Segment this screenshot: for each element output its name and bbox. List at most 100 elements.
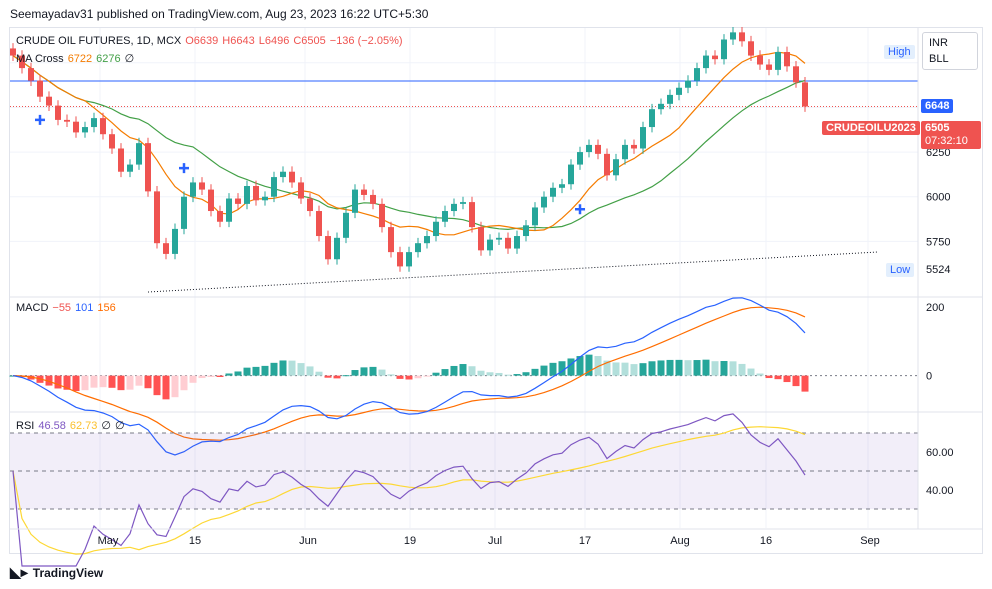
footer-brand[interactable]: ◣▸ TradingView (10, 564, 103, 581)
candle-body (271, 177, 277, 197)
candle-body (631, 144, 637, 149)
candle-body (505, 237, 511, 249)
macd-hist-bar (135, 375, 143, 386)
macd-hist-bar (315, 371, 323, 376)
macd-hist-bar (297, 363, 305, 376)
macd-hist-bar (450, 365, 458, 376)
unit-label: BLL (929, 53, 949, 65)
currency-label: INR (929, 37, 948, 49)
candle-body (775, 52, 781, 70)
macd-hist-bar (180, 375, 188, 391)
candle-body (253, 186, 259, 201)
candle-body (109, 134, 115, 149)
visibility-icon[interactable]: ∅ (115, 420, 125, 432)
macd-hist-bar (306, 366, 314, 376)
macd-hist-bar (144, 375, 152, 389)
macd-pane (9, 297, 918, 456)
visibility-icon[interactable]: ∅ (124, 53, 135, 65)
macd-hist-bar (261, 365, 269, 376)
macd-hist-bar (774, 375, 782, 380)
candle-body (739, 32, 745, 42)
macd-hist-bar (765, 375, 773, 379)
candle-body (721, 39, 727, 60)
candle-body (442, 211, 448, 222)
candle-body (766, 64, 772, 70)
candle-body (694, 68, 700, 81)
rsi-value: 46.58 (38, 420, 66, 432)
macd-hist-bar (369, 366, 377, 376)
candle-body (127, 164, 133, 172)
candle-body (10, 48, 16, 56)
candle-body (640, 127, 646, 149)
candle-body (370, 194, 376, 204)
slow-ma-line (12, 55, 806, 231)
price-tick-label: 5750 (926, 236, 950, 248)
time-axis-label: Sep (860, 535, 880, 547)
macd-tick-label: 200 (926, 302, 944, 314)
publisher-header: Seemayadav31 published on TradingView.co… (10, 7, 429, 21)
cross-marker-icon (179, 163, 189, 174)
candle-body (19, 55, 25, 69)
macd-hist-bar (243, 367, 251, 376)
ma-cross-legend[interactable]: MA Cross 6722 6276 ∅ (16, 52, 138, 65)
candle-body (703, 55, 709, 69)
rsi-legend[interactable]: RSI 46.58 62.73 ∅ ∅ (16, 419, 129, 432)
macd-hist-bar (738, 363, 746, 376)
last-price-value: 6505 (925, 122, 950, 134)
fast-ma-line (12, 51, 806, 236)
rsi-tick-label: 40.00 (926, 485, 954, 497)
candle-body (622, 144, 628, 160)
price-pane (10, 27, 918, 293)
price-tick-label: 6250 (926, 147, 950, 159)
candle-body (802, 82, 808, 107)
trend-line (147, 251, 879, 293)
candle-body (541, 196, 547, 208)
ma-cross-label: MA Cross (16, 53, 64, 65)
candle-body (559, 184, 565, 188)
candle-body (793, 66, 799, 83)
candle-body (730, 32, 736, 40)
macd-legend[interactable]: MACD −55 101 156 (16, 302, 120, 314)
macd-hist-bar (711, 361, 719, 376)
candle-body (451, 203, 457, 212)
visibility-icon[interactable]: ∅ (101, 420, 111, 432)
candle-body (757, 55, 763, 65)
macd-hist-bar (171, 375, 179, 398)
macd-hist-bar (783, 375, 791, 383)
candle-body (415, 243, 421, 253)
candle-body (298, 182, 304, 199)
rsi-tick-label: 60.00 (926, 447, 954, 459)
candle-body (316, 211, 322, 237)
ma-slow-value: 6276 (96, 53, 121, 65)
line-price-tag: 6648 (921, 99, 954, 113)
currency-unit-box[interactable]: INR BLL (922, 32, 978, 70)
macd-hist-bar (621, 362, 629, 376)
candle-body (82, 127, 88, 133)
time-axis-label: 19 (404, 535, 416, 547)
cross-marker-icon (35, 114, 45, 125)
candle-body (289, 171, 295, 183)
macd-hist-value: −55 (52, 302, 72, 314)
candle-body (532, 207, 538, 226)
macd-value: 101 (75, 302, 94, 314)
candle-body (487, 239, 493, 251)
candle-body (658, 103, 664, 110)
macd-hist-bar (45, 375, 53, 386)
candle-body (64, 119, 70, 122)
open-value: 6639 (193, 35, 219, 47)
macd-hist-bar (396, 375, 404, 379)
candle-body (100, 118, 106, 135)
macd-hist-bar (495, 372, 503, 376)
macd-hist-bar (324, 375, 332, 378)
low-value-label: 5524 (926, 264, 951, 276)
rsi-ma-line (12, 426, 806, 555)
macd-hist-bar (153, 375, 161, 396)
macd-hist-bar (117, 375, 125, 391)
macd-hist-bar (216, 375, 224, 377)
macd-hist-bar (504, 374, 512, 376)
candle-body (217, 211, 223, 222)
high-label: High (884, 45, 915, 59)
candle-body (496, 237, 502, 240)
macd-tick-label: 0 (926, 371, 932, 383)
